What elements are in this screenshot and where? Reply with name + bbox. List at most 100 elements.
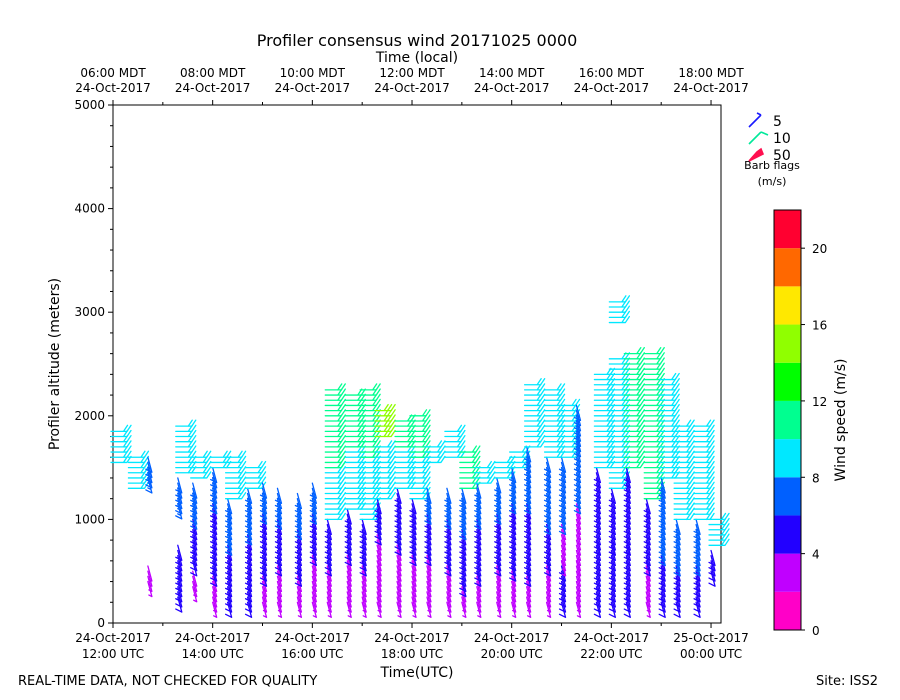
wind-barb	[127, 450, 150, 458]
wind-barb	[210, 466, 218, 484]
wind-barb	[411, 575, 417, 593]
x-tick-time: 12:00 UTC	[82, 647, 144, 661]
wind-barb	[324, 383, 346, 391]
wind-barb	[658, 482, 666, 499]
wind-barb	[575, 513, 582, 530]
wind-barb	[511, 601, 517, 618]
wind-barb	[496, 596, 502, 613]
x-tick-time: 16:00 UTC	[281, 647, 343, 661]
wind-barb	[274, 492, 283, 510]
wind-barb	[374, 419, 396, 427]
wind-barb	[543, 461, 552, 479]
wind-barb	[175, 482, 183, 499]
wind-barb	[426, 565, 432, 582]
wind-barb	[575, 586, 582, 603]
wind-barb	[110, 424, 132, 432]
wind-barb	[573, 409, 582, 427]
wind-barb	[575, 596, 582, 613]
wind-barb	[145, 461, 153, 479]
x-tick-time: 22:00 UTC	[580, 647, 642, 661]
colorbar-segment	[774, 248, 801, 287]
wind-barb	[361, 586, 367, 603]
wind-barb	[560, 549, 567, 567]
wind-barb	[212, 601, 218, 618]
colorbar: Wind speed (m/s) 0 4 8 12 16 20	[773, 209, 849, 638]
wind-barb	[545, 591, 552, 608]
x-tick-time: 18:00 UTC	[381, 647, 443, 661]
wind-barb	[190, 482, 198, 499]
wind-barb	[147, 565, 153, 582]
wind-barb	[426, 601, 432, 618]
site-label: Site: ISS2	[816, 674, 879, 689]
wind-barb	[645, 575, 651, 593]
wind-barb	[276, 586, 283, 603]
wind-barb	[192, 580, 198, 598]
wind-barb	[476, 591, 482, 608]
wind-barb	[426, 570, 432, 587]
wind-barb	[575, 575, 582, 593]
wind-barb	[645, 601, 651, 618]
wind-barb	[175, 419, 197, 427]
top-tick-time: 18:00 MDT	[678, 66, 744, 80]
top-tick-date: 24-Oct-2017	[673, 81, 749, 95]
wind-barb	[643, 498, 651, 515]
top-tick-time: 12:00 MDT	[379, 66, 445, 80]
wind-barb	[496, 575, 502, 593]
wind-barb	[374, 429, 396, 438]
wind-barb	[376, 544, 382, 561]
wind-barb	[326, 580, 332, 598]
wind-barb	[673, 523, 681, 541]
colorbar-frame	[773, 209, 802, 631]
x-tick-date: 24-Oct-2017	[275, 631, 351, 645]
wind-barb	[210, 450, 232, 458]
colorbar-label: Wind speed (m/s)	[833, 359, 849, 482]
barb-legend-glyph	[748, 131, 769, 145]
wind-barb	[311, 570, 317, 587]
wind-barb	[359, 518, 367, 536]
wind-barb	[643, 503, 651, 520]
x-tick-time: 00:00 UTC	[680, 647, 742, 661]
wind-barb	[326, 586, 332, 603]
wind-barb	[326, 591, 332, 608]
wind-barb	[545, 580, 552, 598]
wind-barb	[376, 549, 382, 567]
wind-barb	[575, 544, 582, 561]
wind-barb	[411, 586, 417, 603]
wind-barb	[543, 456, 552, 473]
wind-barb	[324, 523, 332, 541]
wind-barb	[210, 472, 218, 489]
wind-barb	[259, 482, 268, 499]
wind-barb	[190, 450, 212, 458]
wind-barb	[575, 549, 582, 567]
wind-barb	[446, 591, 452, 608]
wind-barb	[593, 472, 602, 489]
wind-barb	[396, 580, 402, 598]
colorbar-segment	[774, 515, 801, 554]
x-tick-date: 24-Oct-2017	[374, 631, 450, 645]
x-axis-utc: 24-Oct-2017 12:00 UTC 24-Oct-2017 14:00 UTC…	[75, 623, 749, 661]
wind-barb	[394, 487, 402, 504]
wind-barb	[309, 487, 317, 504]
top-tick-time: 16:00 MDT	[579, 66, 645, 80]
wind-barb	[560, 539, 567, 556]
barb-legend-label: 50	[773, 148, 791, 164]
wind-barb	[261, 591, 268, 608]
wind-barb	[645, 580, 651, 598]
y-tick-label: 1000	[74, 512, 105, 526]
wind-barb	[424, 492, 432, 510]
top-tick-date: 24-Oct-2017	[374, 81, 450, 95]
wind-barb	[359, 383, 381, 391]
x-tick-date: 24-Oct-2017	[175, 631, 251, 645]
wind-barb	[446, 575, 452, 593]
y-tick-label: 0	[97, 616, 105, 630]
wind-barb	[476, 596, 482, 613]
y-tick-label: 2000	[74, 409, 105, 423]
wind-barb	[361, 596, 367, 613]
wind-barb	[259, 487, 268, 504]
top-tick-date: 24-Oct-2017	[75, 81, 151, 95]
colorbar-segment	[774, 210, 801, 249]
wind-barb	[509, 466, 517, 484]
wind-barb	[326, 596, 332, 613]
wind-barb	[276, 591, 283, 608]
